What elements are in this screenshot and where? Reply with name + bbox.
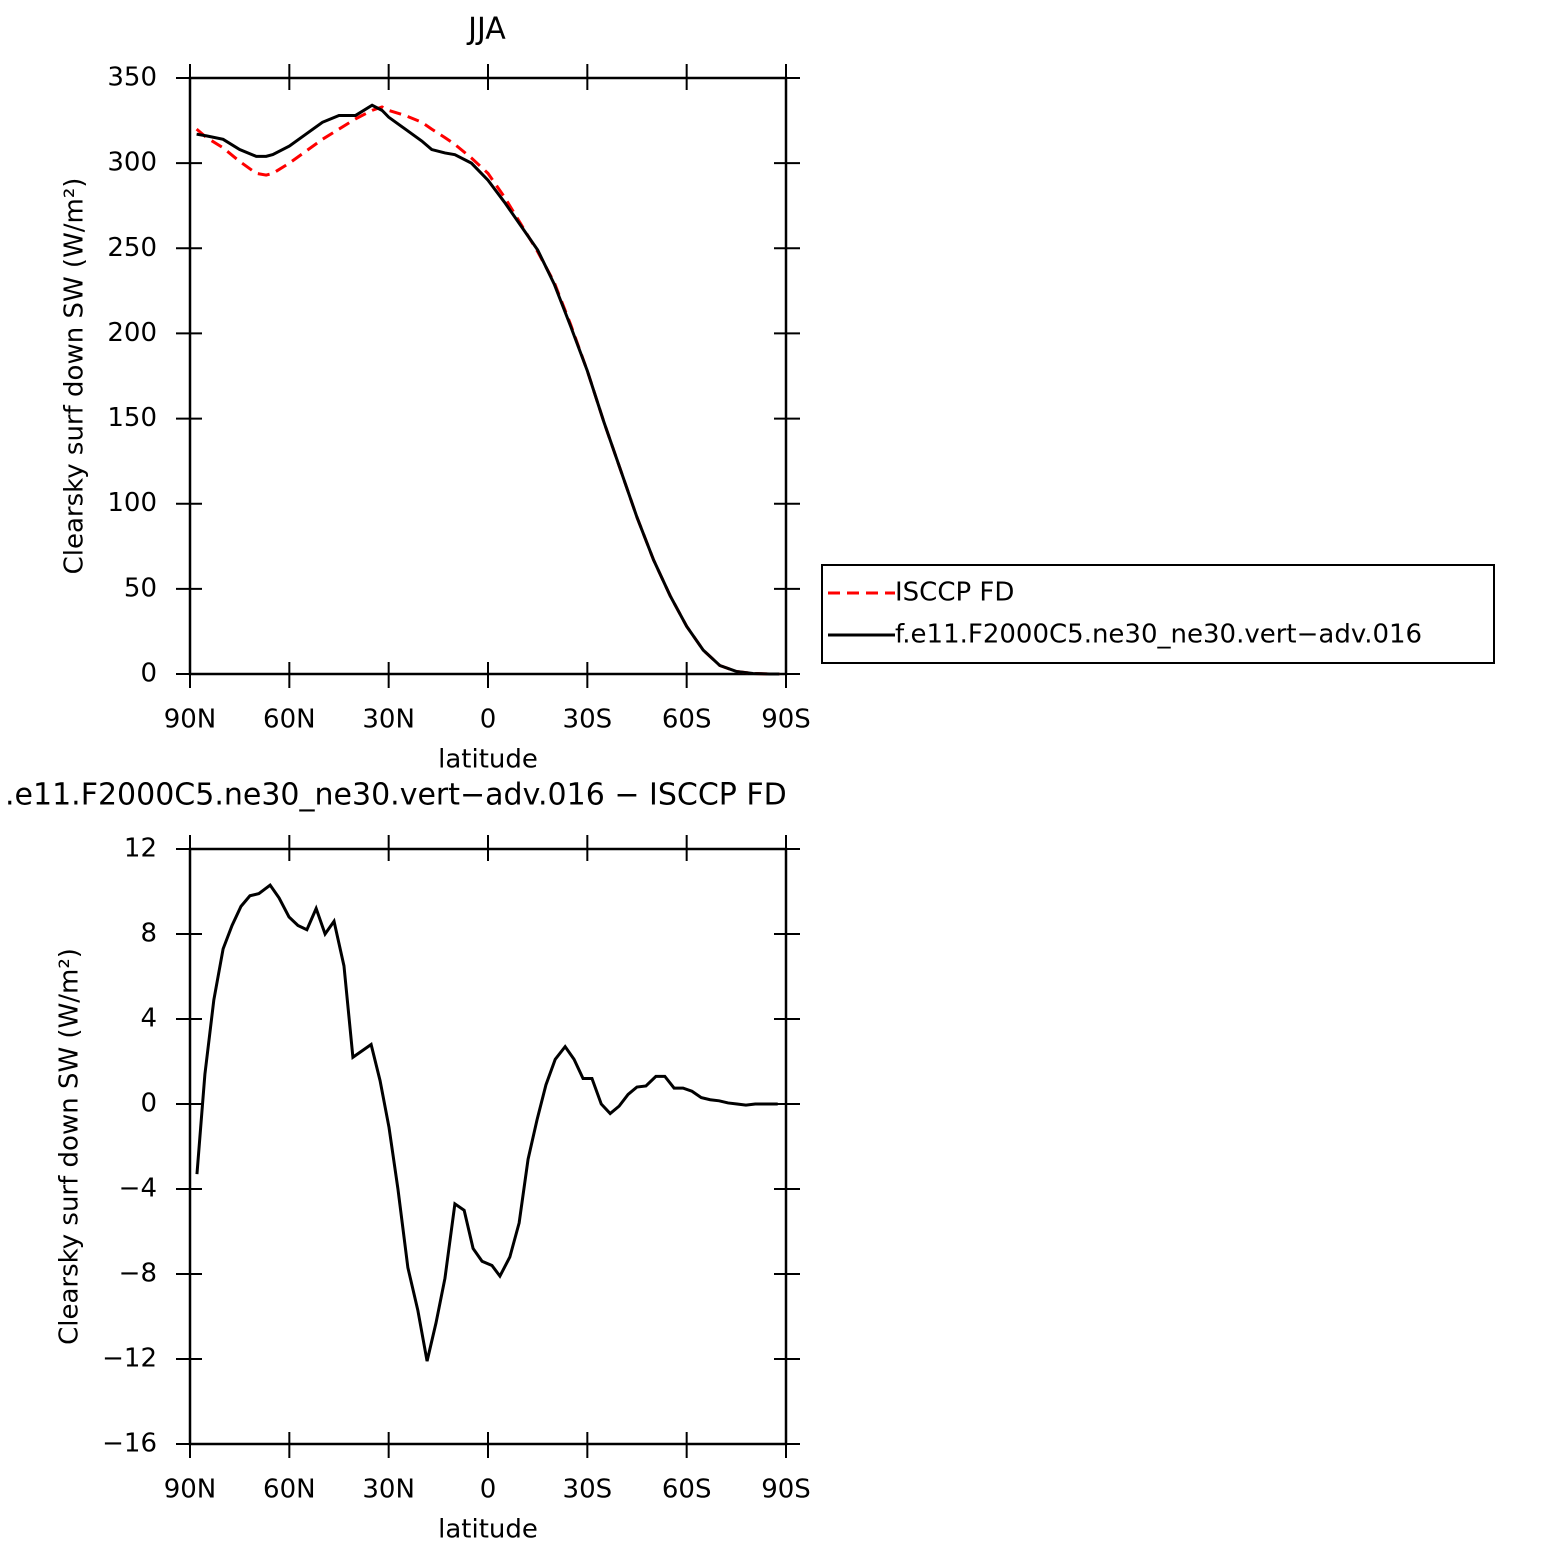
y-tick-label: 0 bbox=[140, 1089, 157, 1119]
x-tick-label: 30S bbox=[563, 705, 613, 735]
y-tick-label: 0 bbox=[140, 659, 157, 689]
y-tick-label: −12 bbox=[102, 1344, 157, 1374]
y-tick-label: 100 bbox=[107, 488, 157, 518]
y-tick-label: 4 bbox=[140, 1004, 157, 1034]
y-axis-label: Clearsky surf down SW (W/m²) bbox=[60, 178, 90, 575]
x-tick-label: 90N bbox=[164, 1475, 217, 1505]
x-tick-label: 60S bbox=[662, 705, 712, 735]
legend-label: ISCCP FD bbox=[895, 578, 1014, 608]
data-line bbox=[195, 105, 780, 676]
y-tick-label: 200 bbox=[107, 318, 157, 348]
y-tick-label: 8 bbox=[140, 919, 157, 949]
y-tick-label: −16 bbox=[102, 1429, 157, 1459]
legend-box bbox=[821, 564, 1495, 664]
x-tick-label: 90S bbox=[761, 705, 811, 735]
x-tick-label: 0 bbox=[480, 705, 497, 735]
y-tick-label: 300 bbox=[107, 148, 157, 178]
x-tick-label: 30N bbox=[362, 1475, 415, 1505]
y-tick-label: 50 bbox=[124, 573, 157, 603]
legend-label: f.e11.F2000C5.ne30_ne30.vert−adv.016 bbox=[895, 620, 1422, 650]
x-tick-label: 30N bbox=[362, 705, 415, 735]
x-tick-label: 0 bbox=[480, 1475, 497, 1505]
chart-title: JJA bbox=[466, 12, 506, 47]
data-line bbox=[196, 103, 780, 676]
y-tick-label: −8 bbox=[119, 1259, 157, 1289]
chart-title: .e11.F2000C5.ne30_ne30.vert−adv.016 − IS… bbox=[5, 778, 787, 813]
y-tick-label: 250 bbox=[107, 233, 157, 263]
y-tick-label: 150 bbox=[107, 403, 157, 433]
x-tick-label: 30S bbox=[563, 1475, 613, 1505]
x-tick-label: 90S bbox=[761, 1475, 811, 1505]
y-tick-label: 12 bbox=[124, 834, 157, 864]
plot-frame bbox=[188, 847, 788, 1446]
plot-frame bbox=[188, 76, 788, 676]
x-tick-label: 60N bbox=[263, 705, 316, 735]
x-axis-label: latitude bbox=[438, 1515, 538, 1545]
y-axis-label: Clearsky surf down SW (W/m²) bbox=[55, 948, 85, 1345]
x-axis-label: latitude bbox=[438, 745, 538, 775]
x-tick-label: 60N bbox=[263, 1475, 316, 1505]
y-tick-label: 350 bbox=[107, 63, 157, 93]
x-tick-label: 60S bbox=[662, 1475, 712, 1505]
data-line bbox=[195, 882, 778, 1362]
y-tick-label: −4 bbox=[119, 1174, 157, 1204]
x-tick-label: 90N bbox=[164, 705, 217, 735]
